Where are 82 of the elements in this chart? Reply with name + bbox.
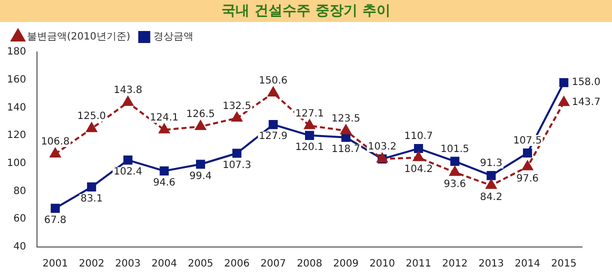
data-label: 93.6 <box>444 178 466 190</box>
x-tick-label: 2007 <box>260 258 286 270</box>
data-label: 104.2 <box>404 164 433 176</box>
x-tick-label: 2001 <box>42 258 68 270</box>
point <box>486 171 496 180</box>
x-tick-label: 2005 <box>188 258 214 270</box>
data-label: 97.6 <box>516 173 539 184</box>
x-tick-label: 2006 <box>224 258 250 270</box>
x-tick-label: 2010 <box>369 258 395 270</box>
data-label: 106.8 <box>40 136 70 148</box>
point <box>196 160 206 169</box>
data-label: 107.3 <box>222 160 252 171</box>
chart-title: 국내 건설수주 중장기 추이 <box>0 0 612 22</box>
data-label: 83.1 <box>80 194 103 205</box>
point <box>195 120 206 130</box>
data-label: 103.2 <box>368 142 397 153</box>
point <box>414 144 424 154</box>
point <box>305 130 314 140</box>
y-tick-label: 120 <box>6 130 26 142</box>
y-tick-label: 140 <box>6 102 26 114</box>
legend-label: 불변금액(2010년기준) <box>27 32 130 43</box>
data-label: 143.8 <box>114 85 142 96</box>
x-tick-label: 2003 <box>115 258 141 270</box>
data-label: 127.1 <box>295 108 324 120</box>
data-label: 124.1 <box>150 112 179 124</box>
point <box>50 204 60 213</box>
point <box>340 124 352 134</box>
data-label: 99.4 <box>189 170 212 182</box>
point <box>87 182 96 192</box>
point <box>86 122 97 132</box>
data-label: 110.7 <box>404 131 433 142</box>
data-label: 158.0 <box>572 77 600 88</box>
point <box>558 96 570 106</box>
data-label: 143.7 <box>572 97 600 108</box>
y-tick-label: 180 <box>6 46 26 58</box>
point <box>123 156 132 165</box>
data-label: 127.9 <box>258 131 288 142</box>
data-label: 91.3 <box>480 158 502 170</box>
point <box>450 156 460 166</box>
x-tick-label: 2008 <box>296 258 322 270</box>
data-label: 118.7 <box>332 144 360 155</box>
data-label: 150.6 <box>258 76 288 87</box>
point <box>413 152 424 162</box>
data-label: 126.5 <box>186 109 215 120</box>
data-label: 101.5 <box>440 144 470 155</box>
point <box>486 179 497 189</box>
point <box>268 120 278 130</box>
data-label: 125.0 <box>77 111 106 122</box>
data-label: 120.1 <box>295 142 324 154</box>
point <box>522 148 532 158</box>
x-tick-label: 2013 <box>478 258 504 270</box>
data-label: 84.2 <box>480 192 502 204</box>
data-label: 67.8 <box>44 214 66 226</box>
y-tick-label: 60 <box>13 214 26 225</box>
point <box>158 124 170 134</box>
y-tick-label: 100 <box>6 158 26 170</box>
data-label: 102.4 <box>114 166 142 178</box>
point <box>232 112 242 122</box>
x-tick-label: 2015 <box>551 258 577 270</box>
data-label: 123.5 <box>332 113 360 124</box>
point <box>559 78 568 88</box>
point <box>232 148 242 158</box>
point <box>304 120 315 130</box>
point <box>50 148 61 158</box>
point <box>122 96 134 106</box>
data-label: 94.6 <box>153 178 176 189</box>
point <box>268 86 279 96</box>
point <box>522 160 533 170</box>
x-tick-label: 2014 <box>514 258 540 270</box>
y-tick-label: 40 <box>13 242 26 253</box>
x-tick-label: 2012 <box>442 258 468 270</box>
x-tick-label: 2004 <box>152 258 177 270</box>
legend-label: 경상금액 <box>153 32 194 43</box>
x-tick-label: 2009 <box>333 258 359 270</box>
x-tick-label: 2002 <box>78 258 104 270</box>
x-tick-label: 2011 <box>406 258 432 270</box>
data-label: 107.5 <box>513 136 542 147</box>
data-label: 132.5 <box>222 100 252 112</box>
point <box>160 166 169 176</box>
y-tick-label: 80 <box>13 186 26 197</box>
y-tick-label: 160 <box>6 74 26 86</box>
point <box>450 166 460 176</box>
